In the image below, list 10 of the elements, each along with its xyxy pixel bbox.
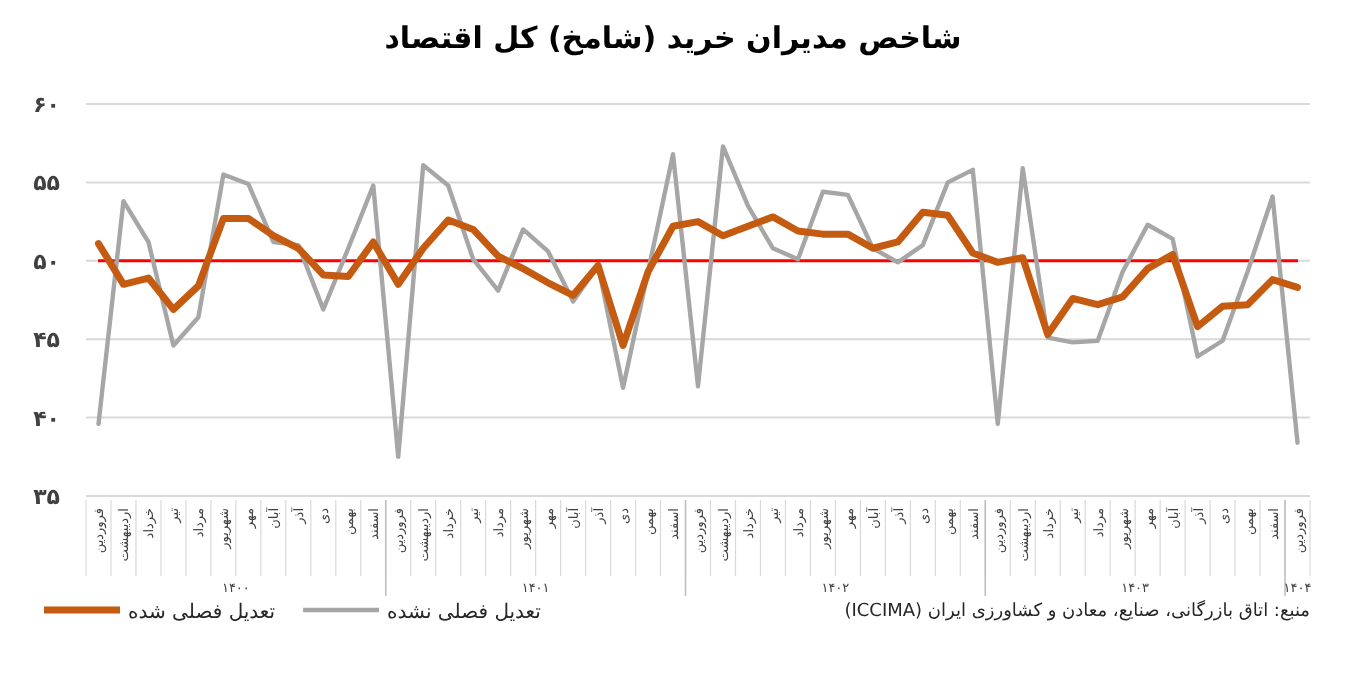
y-tick-label: ۵۰ (33, 248, 60, 275)
text: منبع: اتاق بازرگانی، صنایع، معادن و کشاورزی ایران (ICCIMA) (844, 598, 1311, 622)
y-tick-label: ۴۰ (33, 405, 60, 432)
y-tick-label: ۳۵ (33, 484, 61, 510)
y-tick-label: ۵۵ (33, 170, 61, 197)
chart-title: شاخص مدیران خرید (شامخ) کل اقتصاد (384, 20, 962, 56)
legend-label: تعدیل فصلی نشده (387, 602, 542, 624)
y-tick-label: ۶۰ (33, 92, 60, 118)
legend-label: تعدیل فصلی شده (128, 602, 276, 624)
y-tick-label: ۴۵ (33, 327, 61, 354)
